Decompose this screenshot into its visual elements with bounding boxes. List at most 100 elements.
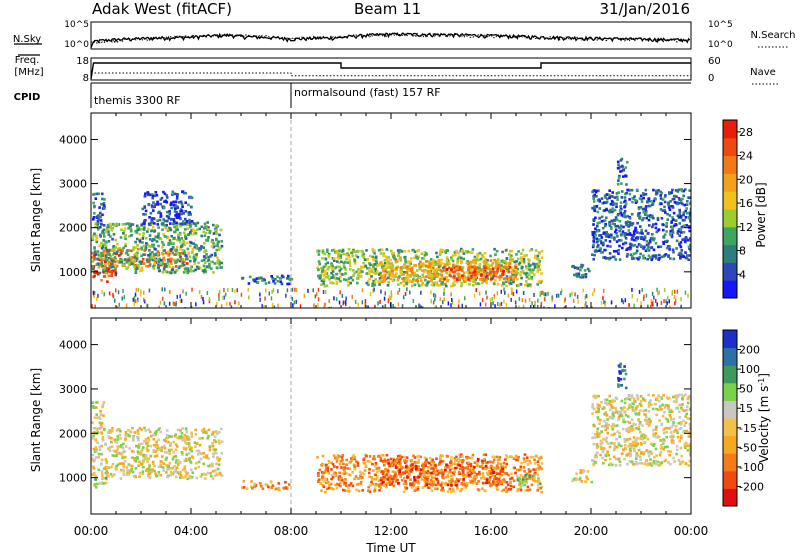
colorbar-swatch [723, 137, 737, 157]
cpid-mode-name: normalsound (fast) 157 RF [294, 86, 441, 99]
data-cell [473, 293, 476, 298]
data-cell [313, 303, 315, 308]
data-cell [125, 473, 129, 476]
data-cell [409, 483, 412, 487]
data-cell [459, 467, 462, 470]
data-cell [623, 234, 627, 238]
data-cell [219, 472, 222, 476]
data-cell [191, 287, 193, 292]
data-cell [150, 218, 154, 222]
data-cell [506, 269, 509, 273]
data-cell [143, 206, 147, 209]
data-cell [196, 221, 200, 225]
data-cell [373, 489, 377, 492]
data-cell [175, 221, 178, 225]
data-cell [430, 290, 432, 295]
data-cell [117, 290, 120, 295]
data-cell [474, 278, 477, 282]
data-cell [400, 472, 404, 476]
data-cell [335, 280, 339, 284]
data-cell [682, 213, 685, 216]
data-cell [613, 219, 616, 222]
data-cell [111, 427, 114, 430]
data-cell [102, 204, 106, 207]
data-cell [212, 271, 215, 274]
data-cell [132, 246, 135, 249]
data-cell [453, 462, 457, 465]
data-cell [367, 471, 371, 475]
data-cell [245, 487, 249, 490]
data-cell [109, 256, 112, 260]
data-cell [98, 256, 101, 259]
colorbar-tick-label: 20 [739, 173, 753, 186]
data-cell [379, 476, 383, 480]
data-cell [518, 483, 521, 486]
data-cell [440, 258, 443, 262]
data-cell [210, 240, 214, 244]
data-cell [270, 486, 273, 489]
data-cell [107, 267, 111, 271]
data-cell [216, 302, 218, 307]
data-cell [479, 268, 483, 271]
data-cell [152, 237, 155, 241]
data-cell [581, 275, 585, 279]
data-cell [394, 464, 398, 467]
data-cell [427, 280, 430, 284]
data-cell [116, 435, 119, 438]
data-cell [336, 265, 339, 269]
data-cell [140, 266, 144, 269]
data-cell [685, 257, 689, 260]
data-cell [508, 265, 512, 269]
data-cell [619, 224, 623, 228]
data-cell [508, 253, 511, 256]
data-cell [194, 268, 197, 272]
power-colorbar-label: Power [dB] [754, 182, 768, 247]
data-cell [184, 427, 188, 431]
data-cell [146, 304, 149, 308]
data-cell [599, 239, 603, 243]
data-cell [417, 276, 420, 279]
data-cell [324, 271, 328, 275]
data-cell [96, 431, 99, 434]
data-cell [494, 279, 497, 282]
data-cell [379, 271, 382, 275]
data-cell [110, 274, 113, 277]
data-cell [462, 257, 465, 261]
data-cell [688, 247, 691, 250]
data-cell [111, 454, 115, 457]
data-cell [495, 467, 498, 471]
data-cell [93, 204, 96, 208]
data-cell [448, 271, 452, 274]
data-cell [532, 468, 535, 471]
data-cell [97, 293, 99, 298]
data-cell [515, 253, 518, 256]
data-cell [100, 246, 104, 250]
data-cell [333, 259, 336, 262]
data-cell [584, 275, 588, 279]
data-cell [98, 421, 102, 425]
data-cell [180, 451, 184, 454]
data-cell [430, 467, 433, 470]
data-cell [622, 242, 625, 246]
data-cell [171, 190, 175, 194]
data-cell [112, 269, 115, 273]
data-cell [398, 471, 401, 475]
data-cell [207, 265, 211, 268]
data-cell [179, 294, 181, 299]
data-cell [603, 288, 605, 293]
data-cell [473, 480, 477, 483]
data-cell [432, 271, 436, 274]
data-cell [541, 290, 543, 295]
data-cell [141, 237, 145, 240]
data-cell [146, 191, 150, 194]
data-cell [195, 302, 197, 307]
data-cell [330, 477, 333, 481]
data-cell [405, 267, 409, 270]
data-cell [220, 244, 224, 248]
data-cell [450, 268, 453, 272]
data-cell [663, 299, 665, 304]
data-cell [650, 306, 652, 308]
data-cell [92, 234, 95, 238]
data-cell [143, 290, 145, 295]
cpid-label: CPID [14, 92, 41, 103]
